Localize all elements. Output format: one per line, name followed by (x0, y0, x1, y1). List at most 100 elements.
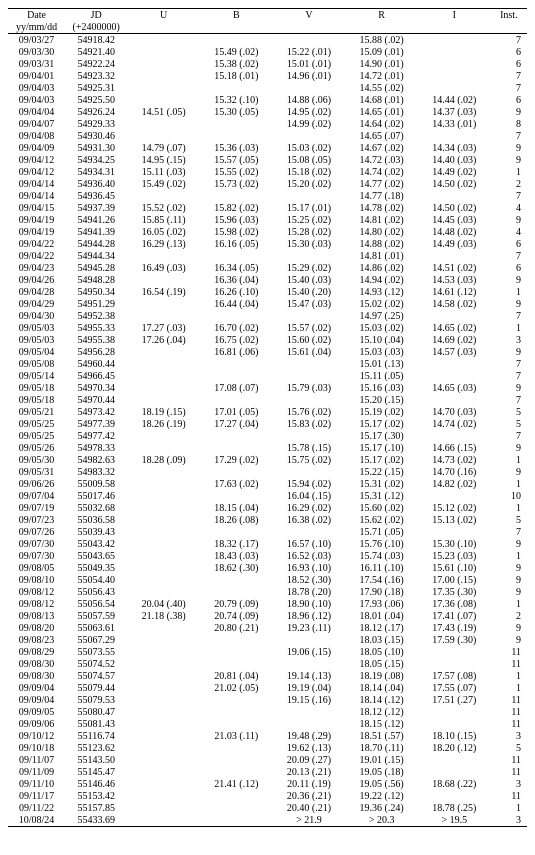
cell (127, 706, 200, 718)
cell (127, 766, 200, 778)
cell (200, 646, 273, 658)
cell: 14.80 (.02) (345, 226, 418, 238)
table-row: 09/07/2655039.4315.71 (.05)7 (8, 526, 527, 538)
cell: 10 (491, 490, 527, 502)
table-row: 09/05/0354955.3317.27 (.03)16.70 (.02)15… (8, 322, 527, 334)
cell: 54941.39 (65, 226, 127, 238)
cell: 14.78 (.02) (345, 202, 418, 214)
cell: 54921.40 (65, 46, 127, 58)
cell (200, 634, 273, 646)
cell: 20.09 (.27) (273, 754, 346, 766)
cell: 55074.57 (65, 670, 127, 682)
cell: 14.65 (.02) (418, 322, 491, 334)
cell: 55039.43 (65, 526, 127, 538)
cell (127, 730, 200, 742)
cell (418, 190, 491, 202)
cell: 2 (491, 178, 527, 190)
cell: 15.76 (.02) (273, 406, 346, 418)
cell: 14.58 (.02) (418, 298, 491, 310)
cell: 11 (491, 658, 527, 670)
cell: 15.88 (.02) (345, 34, 418, 47)
cell: 14.50 (.02) (418, 178, 491, 190)
cell: 6 (491, 58, 527, 70)
cell: 15.18 (.02) (273, 166, 346, 178)
cell: 09/05/31 (8, 466, 65, 478)
table-row: 09/08/1255056.5420.04 (.40)20.79 (.09)18… (8, 598, 527, 610)
cell: 09/03/27 (8, 34, 65, 47)
table-row: 09/04/1454936.4514.77 (.18)7 (8, 190, 527, 202)
cell: 15.76 (.10) (345, 538, 418, 550)
cell: 14.65 (.03) (418, 382, 491, 394)
table-row: 09/07/0455017.4616.04 (.15)15.31 (.12)10 (8, 490, 527, 502)
cell (127, 562, 200, 574)
cell: 15.29 (.02) (273, 262, 346, 274)
cell: 5 (491, 742, 527, 754)
cell: 54945.28 (65, 262, 127, 274)
cell: 5 (491, 418, 527, 430)
cell (127, 478, 200, 490)
cell (200, 118, 273, 130)
cell: 20.40 (.21) (273, 802, 346, 814)
cell: 09/04/22 (8, 250, 65, 262)
cell: 20.81 (.04) (200, 670, 273, 682)
cell: 19.05 (.56) (345, 778, 418, 790)
cell: 19.23 (.11) (273, 622, 346, 634)
cell (200, 754, 273, 766)
cell: 16.11 (.10) (345, 562, 418, 574)
cell: 15.31 (.12) (345, 490, 418, 502)
cell: 16.29 (.13) (127, 238, 200, 250)
cell: 55123.62 (65, 742, 127, 754)
cell: 15.17 (.30) (345, 430, 418, 442)
cell: 19.14 (.13) (273, 670, 346, 682)
cell: 15.22 (.15) (345, 466, 418, 478)
cell (273, 82, 346, 94)
cell: 14.44 (.02) (418, 94, 491, 106)
cell: 54978.33 (65, 442, 127, 454)
cell: 54952.38 (65, 310, 127, 322)
cell: 15.17 (.01) (273, 202, 346, 214)
cell (273, 658, 346, 670)
cell: 14.90 (.01) (345, 58, 418, 70)
cell: 14.97 (.25) (345, 310, 418, 322)
cell: 54982.63 (65, 454, 127, 466)
cell: 14.70 (.16) (418, 466, 491, 478)
cell: 14.49 (.02) (418, 166, 491, 178)
cell (127, 538, 200, 550)
cell (127, 646, 200, 658)
cell: 7 (491, 430, 527, 442)
cell (418, 58, 491, 70)
table-row: 09/05/1454966.4515.11 (.05)7 (8, 370, 527, 382)
cell (418, 706, 491, 718)
cell: 55145.47 (65, 766, 127, 778)
cell: 20.36 (.21) (273, 790, 346, 802)
cell: 17.35 (.30) (418, 586, 491, 598)
cell: 18.12 (.12) (345, 706, 418, 718)
cell: 11 (491, 790, 527, 802)
cell: 15.19 (.02) (345, 406, 418, 418)
cell: 14.49 (.03) (418, 238, 491, 250)
cell: 09/05/18 (8, 382, 65, 394)
cell (273, 358, 346, 370)
cell: 15.31 (.02) (345, 478, 418, 490)
cell: 09/09/05 (8, 706, 65, 718)
cell (127, 130, 200, 142)
cell (127, 574, 200, 586)
cell: 16.81 (.06) (200, 346, 273, 358)
cell (127, 346, 200, 358)
cell: 55143.50 (65, 754, 127, 766)
cell: 09/11/22 (8, 802, 65, 814)
cell: 09/04/14 (8, 190, 65, 202)
cell: 14.79 (.07) (127, 142, 200, 154)
cell (127, 790, 200, 802)
cell: 55056.54 (65, 598, 127, 610)
cell: 09/04/12 (8, 166, 65, 178)
cell: 55079.53 (65, 694, 127, 706)
cell: 18.62 (.30) (200, 562, 273, 574)
cell: 7 (491, 250, 527, 262)
cell: 9 (491, 382, 527, 394)
cell: 11 (491, 694, 527, 706)
cell: 18.20 (.12) (418, 742, 491, 754)
cell: 9 (491, 106, 527, 118)
cell (127, 754, 200, 766)
cell: 9 (491, 466, 527, 478)
